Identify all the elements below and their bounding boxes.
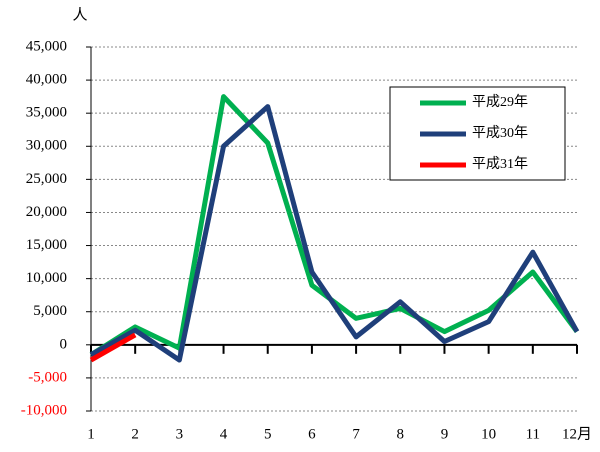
x-tick-label: 2 xyxy=(131,426,139,442)
legend-box xyxy=(389,86,566,181)
x-tick-label: 11 xyxy=(526,426,540,442)
x-tick-label: 1 xyxy=(87,426,95,442)
y-tick-label: 20,000 xyxy=(26,204,67,220)
legend-label: 平成30年 xyxy=(472,125,528,141)
x-tick-label: 10 xyxy=(481,426,496,442)
y-tick-label: 30,000 xyxy=(26,138,67,154)
y-tick-label: 45,000 xyxy=(26,38,67,54)
legend-label: 平成31年 xyxy=(472,156,528,172)
y-tick-label: -10,000 xyxy=(21,402,67,418)
x-tick-label: 9 xyxy=(441,426,449,442)
y-tick-label: 25,000 xyxy=(26,171,67,187)
y-unit: 人 xyxy=(72,6,87,23)
series-line xyxy=(89,332,137,363)
y-tick-label: -5,000 xyxy=(28,369,67,385)
x-tick-label: 6 xyxy=(308,426,316,442)
y-tick-label: 5,000 xyxy=(33,303,67,319)
legend-label: 平成29年 xyxy=(472,94,528,110)
y-tick-label: 40,000 xyxy=(26,72,67,88)
x-tick-label: 7 xyxy=(352,426,360,442)
x-tick-label: 4 xyxy=(220,426,228,442)
y-tick-label: 35,000 xyxy=(26,105,67,121)
y-tick-label: 10,000 xyxy=(26,270,67,286)
x-tick-label: 5 xyxy=(264,426,272,442)
x-tick-label: 12月 xyxy=(562,426,592,442)
y-tick-label: 15,000 xyxy=(26,237,67,253)
x-tick-label: 8 xyxy=(397,426,405,442)
x-tick-label: 3 xyxy=(176,426,184,442)
series-line xyxy=(89,104,580,363)
y-tick-label: 0 xyxy=(60,336,68,352)
